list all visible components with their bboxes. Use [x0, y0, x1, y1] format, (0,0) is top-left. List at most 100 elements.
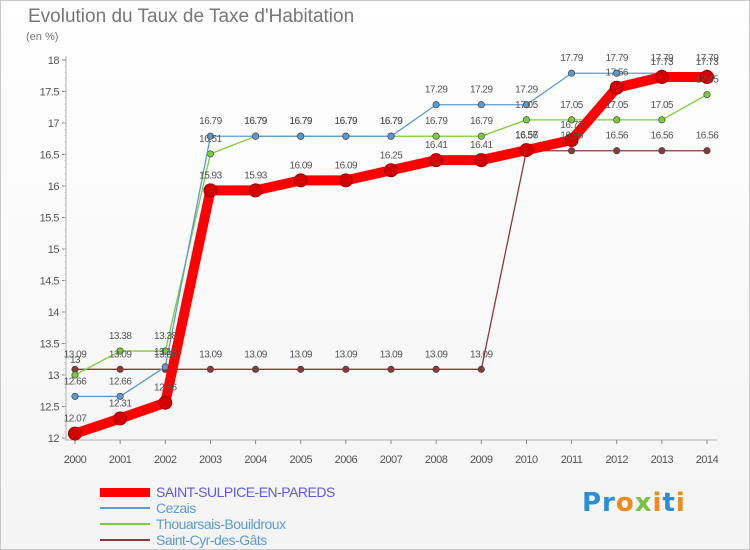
data-point [432, 132, 440, 140]
data-point [293, 173, 308, 188]
data-label: 13.38 [109, 331, 132, 342]
data-point [68, 426, 82, 441]
data-label: 17.05 [560, 100, 583, 111]
data-label: 16.56 [651, 131, 674, 142]
y-tick-label: 16 [48, 181, 60, 193]
data-label: 17.29 [470, 85, 493, 96]
data-point [700, 70, 714, 85]
x-tick-label: 2013 [651, 454, 674, 466]
data-point [387, 132, 395, 140]
data-point [252, 365, 260, 373]
legend-swatch [100, 507, 150, 509]
data-label: 16.56 [696, 131, 719, 142]
data-point [477, 132, 485, 140]
data-point [429, 153, 444, 168]
data-label: 17.79 [651, 53, 674, 64]
data-label: 13.38 [154, 331, 177, 342]
data-point [71, 371, 79, 379]
data-label: 12.66 [64, 376, 87, 387]
data-label: 13.09 [244, 349, 267, 360]
data-point [342, 132, 350, 140]
y-tick-label: 15.5 [40, 213, 60, 225]
data-point [248, 183, 263, 198]
y-tick-label: 14.5 [40, 276, 60, 288]
data-point [116, 347, 124, 355]
data-label: 17.05 [515, 100, 538, 111]
data-label: 17.56 [605, 68, 628, 79]
data-point [703, 91, 711, 99]
data-label: 12.56 [154, 383, 177, 394]
data-point [113, 411, 128, 426]
data-point [703, 147, 711, 155]
legend-swatch [100, 539, 150, 541]
data-label: 13.09 [425, 349, 448, 360]
data-label: 16.09 [289, 160, 312, 171]
data-point [206, 365, 214, 373]
data-label: 16.56 [515, 131, 538, 142]
x-tick-label: 2003 [199, 454, 222, 466]
data-label: 13.09 [199, 349, 222, 360]
data-point [654, 70, 669, 85]
data-label: 17.73 [696, 57, 719, 68]
x-tick-label: 2006 [335, 454, 358, 466]
x-tick-label: 2014 [696, 454, 719, 466]
data-point [613, 147, 621, 155]
data-label: 12.66 [109, 376, 132, 387]
data-label: 16.09 [335, 160, 358, 171]
x-tick-label: 2011 [561, 454, 583, 466]
y-tick-label: 13.5 [40, 339, 60, 351]
data-point [342, 365, 350, 373]
data-point [609, 80, 624, 95]
data-label: 16.25 [380, 150, 403, 161]
data-point [477, 365, 485, 373]
data-label: 15.93 [199, 170, 222, 181]
data-point [568, 116, 576, 124]
data-point [522, 101, 530, 109]
data-label: 16.79 [470, 116, 493, 127]
y-tick-label: 17 [48, 118, 60, 130]
data-label: 17.73 [651, 57, 674, 68]
y-tick-label: 18 [48, 55, 60, 67]
legend-swatch [100, 488, 150, 497]
data-label: 16.41 [425, 140, 448, 151]
data-point [564, 133, 579, 148]
data-label: 17.05 [651, 100, 674, 111]
data-label: 13.09 [109, 349, 132, 360]
data-label: 16.57 [515, 130, 538, 141]
data-point [206, 150, 214, 158]
legend-label: Cezais [156, 500, 196, 516]
data-label: 13.09 [289, 349, 312, 360]
data-label: 12.31 [109, 398, 132, 409]
data-label: 16.56 [560, 131, 583, 142]
x-tick-label: 2002 [154, 454, 177, 466]
data-point [116, 392, 124, 400]
data-point [474, 153, 489, 168]
data-point [384, 163, 398, 178]
data-point [338, 173, 353, 188]
data-label: 17.79 [605, 53, 628, 64]
data-label: 13.09 [154, 349, 177, 360]
data-point [432, 101, 440, 109]
proxiti-logo: Proxiti [582, 488, 686, 518]
data-point [658, 116, 666, 124]
data-label: 13.09 [335, 349, 358, 360]
x-tick-label: 2000 [64, 454, 87, 466]
data-point [297, 132, 305, 140]
x-tick-label: 2009 [470, 454, 493, 466]
data-label: 16.79 [289, 116, 312, 127]
legend-swatch [100, 523, 150, 525]
chart-title: Evolution du Taux de Taxe d'Habitation [28, 6, 355, 27]
data-point [658, 147, 666, 155]
x-tick-label: 2001 [109, 454, 132, 466]
data-label: 16.73 [560, 120, 583, 131]
data-label: 15.93 [244, 170, 267, 181]
data-label: 12.07 [64, 414, 87, 425]
data-label: 16.79 [244, 116, 267, 127]
legend-label: Saint-Cyr-des-Gâts [156, 532, 267, 548]
x-tick-label: 2010 [515, 454, 538, 466]
unit-label: (en %) [26, 31, 59, 43]
y-tick-label: 14 [48, 307, 60, 319]
y-tick-label: 12 [48, 433, 60, 445]
